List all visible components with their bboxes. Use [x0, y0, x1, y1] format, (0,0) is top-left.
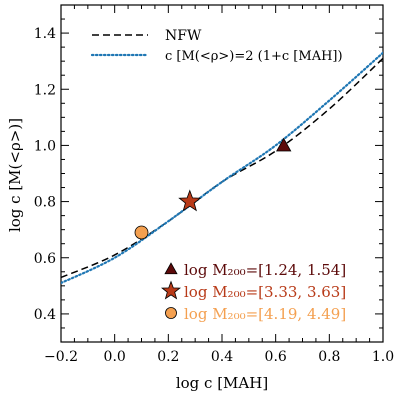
circle-data-point — [134, 225, 149, 240]
y-tick-label: 0.4 — [34, 307, 56, 323]
x-tick-label: −0.2 — [44, 349, 78, 365]
x-tick-label: 0.0 — [104, 349, 126, 365]
legend-marker-label: log M₂₀₀=[3.33, 3.63] — [184, 283, 346, 301]
legend-marker-label: log M₂₀₀=[1.24, 1.54] — [184, 261, 346, 279]
y-axis-label: log c [M(<ρ>)] — [6, 118, 24, 232]
x-tick-label: 0.6 — [265, 349, 287, 365]
legend-line-label: NFW — [165, 28, 202, 44]
x-tick-label: 1.0 — [372, 349, 394, 365]
legend-circle-marker — [165, 307, 177, 319]
x-axis-label: log c [MAH] — [176, 374, 268, 392]
nfw-dashed-line — [61, 57, 383, 279]
legend-triangle-marker — [164, 262, 178, 275]
y-tick-label: 0.8 — [34, 195, 56, 211]
y-tick-label: 1.0 — [34, 138, 56, 154]
x-tick-label: 0.2 — [157, 349, 179, 365]
y-tick-label: 0.6 — [34, 251, 56, 267]
dotted-fit-line — [61, 51, 383, 285]
x-tick-label: 0.4 — [211, 349, 233, 365]
triangle-data-point — [276, 137, 292, 152]
star-data-point — [178, 189, 202, 212]
x-tick-label: 0.8 — [318, 349, 340, 365]
legend-line-label: c [M(<ρ>)=2 (1+c [MAH]) — [165, 49, 343, 64]
y-tick-label: 1.4 — [34, 26, 56, 42]
legend-star-marker — [161, 280, 181, 300]
y-tick-label: 1.2 — [34, 82, 56, 98]
legend-marker-label: log M₂₀₀=[4.19, 4.49] — [184, 305, 346, 323]
